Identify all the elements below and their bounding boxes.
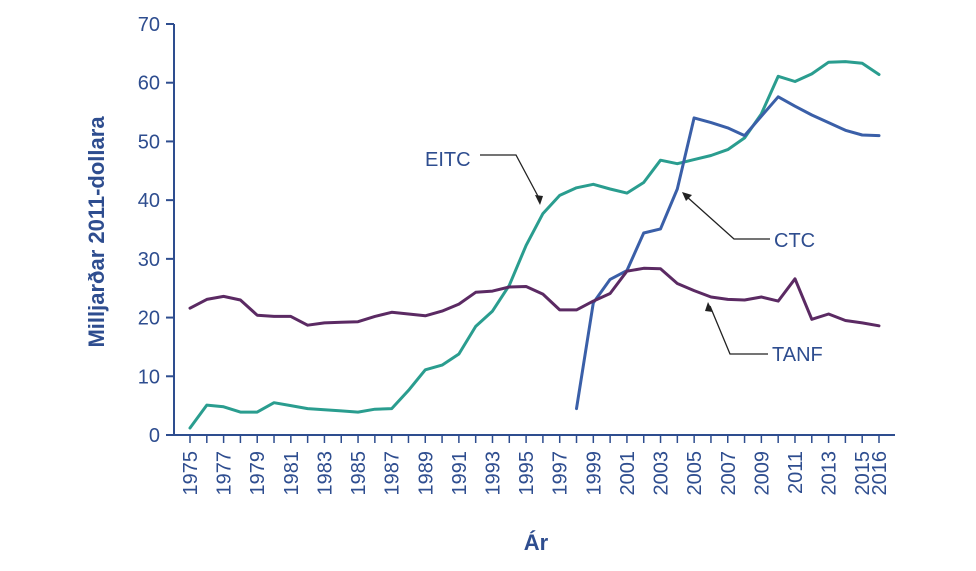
annotation-leader-ctc [685,195,770,240]
annotation-arrowhead-ctc [682,192,692,201]
x-tick-label: 1989 [415,451,437,496]
x-tick-label: 1983 [314,451,336,496]
y-tick-label: 0 [149,425,160,447]
x-tick-label: 1995 [516,451,538,496]
y-tick-label: 10 [138,366,160,388]
annotation-arrowhead-eitc [535,195,543,205]
x-tick-label: 2013 [819,451,841,496]
x-tick-label: 2016 [869,451,891,496]
series-group [188,60,881,430]
annotation-label-eitc: EITC [425,149,471,171]
x-tick-label: 1981 [281,451,303,496]
series-line-eitc [188,60,881,430]
y-tick-label: 20 [138,308,160,330]
annotation-leader-tanf [709,305,768,355]
x-tick-label: 2009 [751,451,773,496]
y-tick-label: 60 [138,73,160,95]
x-tick-label: 1985 [348,451,370,496]
y-tick-label: 40 [138,190,160,212]
y-axis-title: Milljarðar 2011-dollara [84,116,109,348]
y-tick-label: 50 [138,131,160,153]
x-tick-label: 2011 [785,451,807,494]
x-tick-label: 1977 [214,451,236,496]
x-tick-label: 1991 [449,451,471,496]
annotation-leader-eitc [480,154,541,201]
x-tick-label: 1975 [180,451,202,496]
series-line-tanf [188,266,881,328]
x-tick-label: 2003 [651,451,673,496]
series-line-ctc [575,95,881,411]
x-tick-label: 2001 [617,451,639,496]
x-tick-label: 1979 [247,451,269,496]
x-tick-label: 1987 [382,451,404,496]
x-tick-label: 1999 [583,451,605,496]
annotations: EITC CTC TANF [425,149,823,366]
annotation-arrowhead-tanf [705,302,713,312]
x-tick-label: 1993 [482,451,504,496]
x-ticks: 1975 1977 1979 1981 1983 1985 1987 1989 1991 1993… [180,435,891,496]
x-tick-label: 2015 [852,451,874,496]
x-tick-label: 1997 [550,451,572,496]
y-tick-label: 30 [138,249,160,271]
annotation-label-ctc: CTC [774,230,815,252]
annotation-label-tanf: TANF [772,344,823,366]
x-axis-title: Ár [524,530,549,555]
x-tick-label: 2007 [718,451,740,496]
x-tick-label: 2005 [684,451,706,496]
axes [173,24,895,436]
y-tick-label: 70 [138,14,160,36]
y-ticks: 0 10 20 30 40 50 60 70 [138,14,174,447]
